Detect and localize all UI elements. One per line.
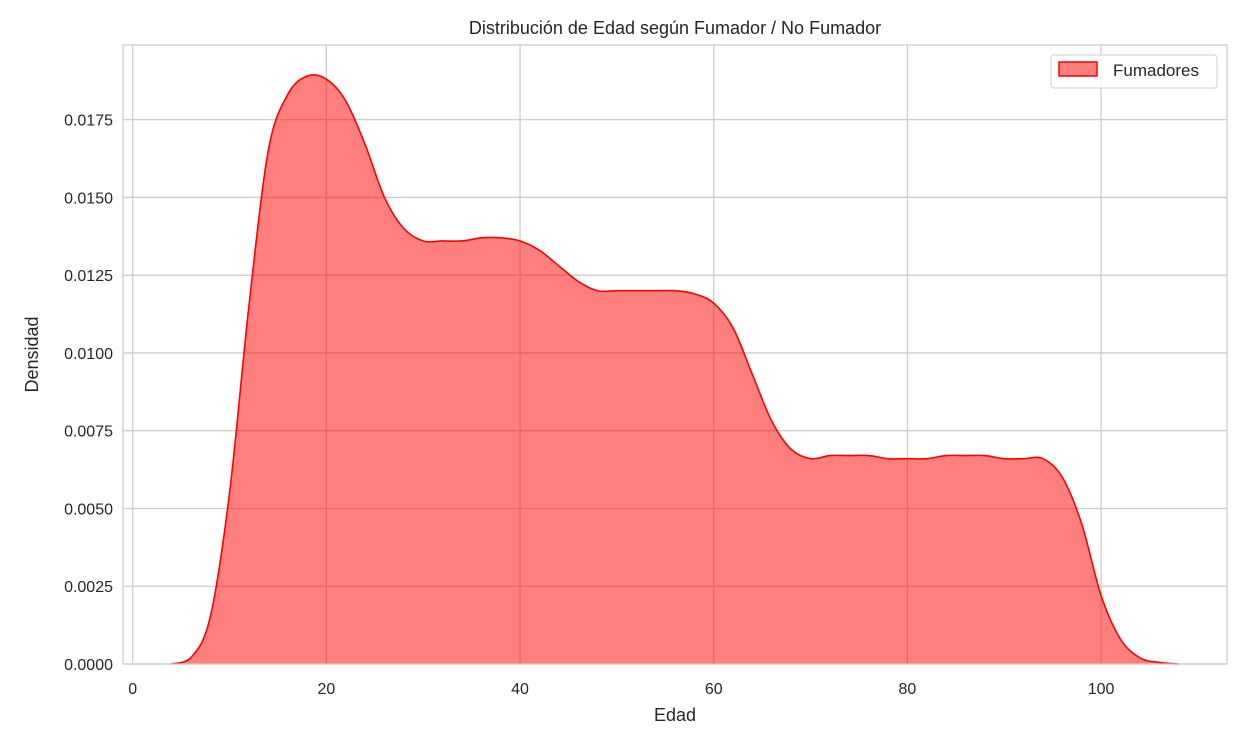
x-tick-label: 60 [705, 681, 723, 698]
x-tick-label: 40 [511, 681, 529, 698]
legend-swatch [1058, 61, 1098, 77]
y-tick-labels: 0.0000 0.0025 0.0050 0.0075 0.0100 0.0125 0.01… [64, 113, 113, 674]
legend: Fumadores [1050, 54, 1218, 89]
plot-frame [122, 44, 1228, 665]
x-tick-label: 80 [899, 681, 917, 698]
legend-label-fumadores: Fumadores [1113, 61, 1199, 80]
density-line-fumadores [171, 74, 1179, 665]
y-tick-label: 0.0125 [64, 268, 113, 285]
y-tick-label: 0.0025 [64, 579, 113, 596]
density-area-fumadores [171, 74, 1179, 665]
y-axis-label: Densidad [22, 316, 42, 392]
y-tick-label: 0.0150 [64, 190, 113, 207]
x-tick-label: 100 [1088, 681, 1115, 698]
axes [122, 44, 1228, 665]
y-tick-label: 0.0175 [64, 113, 113, 130]
y-tick-label: 0.0000 [64, 657, 113, 674]
chart-title: Distribución de Edad según Fumador / No … [469, 18, 881, 38]
y-tick-label: 0.0050 [64, 501, 113, 518]
series-layer [171, 74, 1179, 665]
x-tick-labels: 0 20 40 60 80 100 [128, 681, 1114, 698]
y-tick-label: 0.0075 [64, 424, 113, 441]
x-tick-label: 0 [128, 681, 137, 698]
x-tick-label: 20 [317, 681, 335, 698]
y-tick-label: 0.0100 [64, 346, 113, 363]
x-axis-label: Edad [654, 705, 696, 725]
